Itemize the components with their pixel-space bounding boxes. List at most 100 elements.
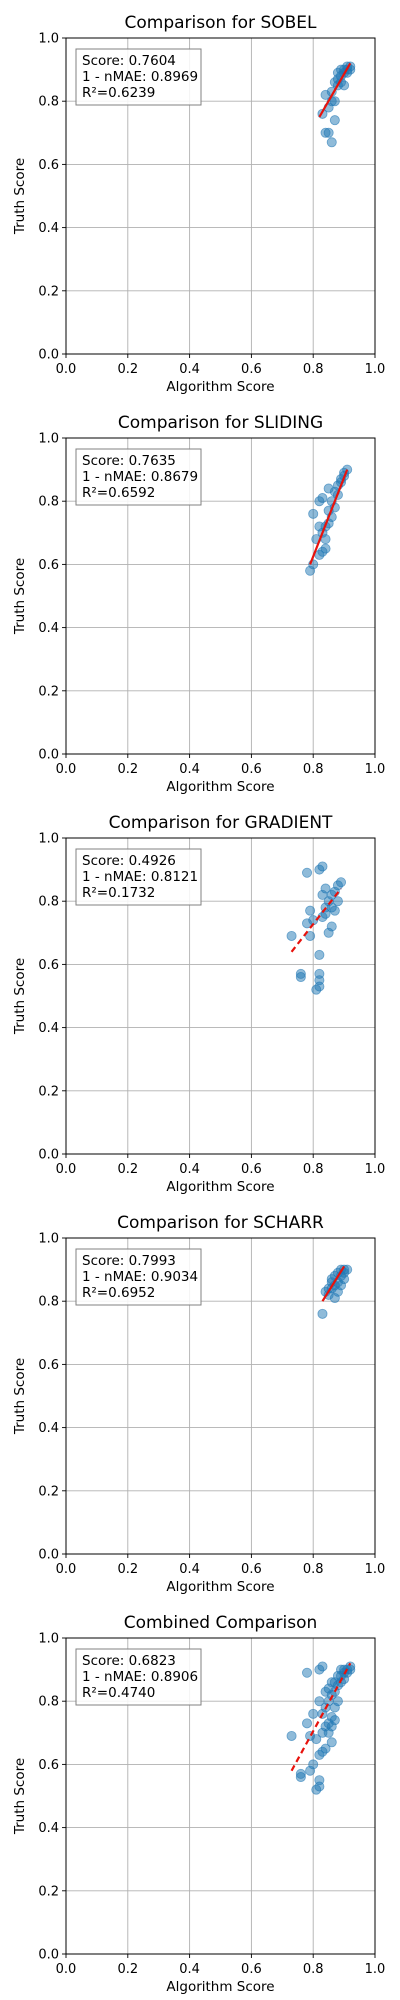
data-point xyxy=(323,483,334,494)
stats-line: 1 - nMAE: 0.8969 xyxy=(82,69,198,85)
x-tick-label: 0.4 xyxy=(179,1562,200,1577)
y-tick-label: 0.4 xyxy=(38,1021,59,1036)
y-tick-label: 1.0 xyxy=(38,432,59,447)
data-point xyxy=(302,867,313,878)
y-axis-label: Truth Score xyxy=(12,158,28,235)
data-point xyxy=(317,493,328,504)
stats-line: Score: 0.7993 xyxy=(82,1253,176,1269)
plot-frame xyxy=(65,837,376,1155)
data-point xyxy=(295,1772,306,1783)
scatter-chart: Combined Comparison 0.0 0.2 0.4 0.6 0.8 1.0 0.0… xyxy=(12,1613,385,1995)
y-tick-label: 0.4 xyxy=(38,1421,59,1436)
data-point xyxy=(286,930,297,941)
x-tick-label: 0.0 xyxy=(56,762,77,777)
x-tick-label: 0.2 xyxy=(117,762,138,777)
data-point xyxy=(308,559,319,570)
y-tick-label: 0.8 xyxy=(38,95,59,110)
data-point xyxy=(326,902,337,913)
data-point xyxy=(308,1708,319,1719)
data-point xyxy=(295,972,306,983)
y-tick-label: 0.6 xyxy=(38,1358,59,1373)
scatter-chart: Comparison for SCHARR 0.0 0.2 0.4 0.6 0.8 1.0 0… xyxy=(12,1213,386,1595)
data-point xyxy=(314,949,325,960)
x-tick-label: 0.2 xyxy=(117,1962,138,1977)
plot-frame xyxy=(65,1237,376,1555)
y-tick-label: 0.6 xyxy=(38,158,59,173)
y-tick-label: 1.0 xyxy=(38,32,59,47)
y-tick-label: 0.0 xyxy=(38,1148,59,1163)
x-axis-label: Algorithm Score xyxy=(166,379,274,395)
y-tick-label: 0.6 xyxy=(38,1758,59,1773)
data-point xyxy=(308,508,319,519)
chart-panel: Combined Comparison 0.0 0.2 0.4 0.6 0.8 1.0 0.0… xyxy=(0,1600,400,2000)
data-point xyxy=(311,1734,322,1745)
x-tick-label: 0.4 xyxy=(179,1962,200,1977)
x-tick-label: 0.6 xyxy=(241,362,262,377)
plot-frame xyxy=(65,37,376,355)
y-axis-label: Truth Score xyxy=(12,558,28,635)
x-tick-label: 1.0 xyxy=(365,1162,386,1177)
data-point xyxy=(320,543,331,554)
chart-title: Combined Comparison xyxy=(124,1613,318,1633)
y-tick-label: 0.8 xyxy=(38,495,59,510)
x-tick-label: 0.8 xyxy=(303,362,324,377)
x-tick-label: 0.0 xyxy=(56,1962,77,1977)
x-tick-label: 0.4 xyxy=(179,362,200,377)
x-tick-label: 0.6 xyxy=(241,1562,262,1577)
data-point xyxy=(336,877,347,888)
data-point xyxy=(323,127,334,138)
scatter-chart: Comparison for SLIDING 0.0 0.2 0.4 0.6 0.8 1.0… xyxy=(12,413,386,795)
chart-panel: Comparison for SLIDING 0.0 0.2 0.4 0.6 0.8 1.0… xyxy=(0,400,400,800)
stats-box xyxy=(75,448,202,506)
x-tick-label: 0.2 xyxy=(117,1162,138,1177)
x-tick-label: 0.2 xyxy=(117,1562,138,1577)
data-point xyxy=(326,1737,337,1748)
chart-title: Comparison for SCHARR xyxy=(117,1213,324,1233)
stats-line: 1 - nMAE: 0.8906 xyxy=(82,1669,198,1685)
data-point xyxy=(302,1718,313,1729)
stats-line: R²=0.1732 xyxy=(82,885,155,901)
chart-panel: Comparison for SOBEL 0.0 0.2 0.4 0.6 0.8 1.0 0.… xyxy=(0,0,400,400)
y-tick-label: 0.0 xyxy=(38,1948,59,1963)
x-tick-label: 0.0 xyxy=(56,1162,77,1177)
x-tick-label: 0.0 xyxy=(56,1562,77,1577)
x-tick-label: 0.0 xyxy=(56,362,77,377)
y-tick-label: 0.8 xyxy=(38,1695,59,1710)
x-tick-label: 1.0 xyxy=(365,362,386,377)
stats-box xyxy=(75,48,202,106)
x-tick-label: 0.8 xyxy=(303,1962,324,1977)
fit-line xyxy=(290,1662,352,1772)
x-tick-label: 1.0 xyxy=(365,762,386,777)
y-tick-label: 0.2 xyxy=(38,1884,59,1899)
plot-frame xyxy=(65,1637,376,1955)
chart-panel: Comparison for SCHARR 0.0 0.2 0.4 0.6 0.8 1.0 0… xyxy=(0,1200,400,1600)
y-tick-label: 0.0 xyxy=(38,1548,59,1563)
y-tick-label: 0.2 xyxy=(38,284,59,299)
fit-line xyxy=(321,1265,346,1302)
stats-line: R²=0.6952 xyxy=(82,1285,155,1301)
data-point xyxy=(317,1661,328,1672)
stats-line: Score: 0.6823 xyxy=(82,1653,176,1669)
chart-title: Comparison for SLIDING xyxy=(118,413,323,433)
y-tick-label: 0.6 xyxy=(38,958,59,973)
x-tick-label: 0.6 xyxy=(241,1162,262,1177)
y-tick-label: 0.6 xyxy=(38,558,59,573)
data-point xyxy=(320,883,331,894)
x-tick-label: 0.4 xyxy=(179,1162,200,1177)
x-tick-label: 1.0 xyxy=(365,1562,386,1577)
y-axis-label: Truth Score xyxy=(12,1758,28,1835)
data-point xyxy=(314,968,325,979)
x-tick-label: 0.4 xyxy=(179,762,200,777)
x-tick-label: 0.6 xyxy=(241,1962,262,1977)
data-point xyxy=(305,930,316,941)
y-axis-label: Truth Score xyxy=(12,1358,28,1435)
y-tick-label: 1.0 xyxy=(38,1232,59,1247)
data-point xyxy=(305,905,316,916)
data-point xyxy=(317,1308,328,1319)
stats-line: Score: 0.7635 xyxy=(82,453,176,469)
data-point xyxy=(339,80,350,91)
x-tick-label: 0.8 xyxy=(303,762,324,777)
data-point xyxy=(317,861,328,872)
stats-line: Score: 0.7604 xyxy=(82,53,176,69)
chart-title: Comparison for SOBEL xyxy=(124,13,317,33)
